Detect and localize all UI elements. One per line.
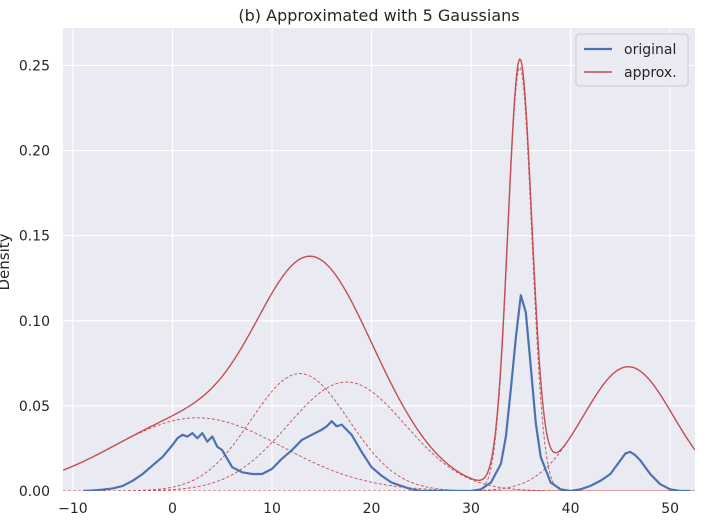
plot-area: [63, 57, 695, 491]
y-tick-label: 0.15: [19, 229, 50, 245]
component-curve: [63, 373, 695, 491]
legend: original approx.: [575, 33, 689, 87]
y-tick-label: 0.25: [19, 58, 50, 74]
x-axis: −10 0 10 20 30 40 50: [58, 501, 679, 517]
series-approx-line: [63, 57, 695, 481]
x-tick-label: 10: [263, 501, 281, 517]
x-tick-label: 50: [661, 501, 679, 517]
series-original-line: [82, 294, 691, 491]
legend-label-approx: approx.: [624, 65, 677, 81]
plot-background: [63, 28, 695, 491]
x-tick-label: 40: [562, 501, 580, 517]
y-tick-label: 0.00: [19, 484, 50, 500]
x-tick-label: 30: [462, 501, 480, 517]
x-tick-label: −10: [58, 501, 88, 517]
y-tick-label: 0.05: [19, 399, 50, 415]
legend-label-original: original: [624, 42, 676, 58]
y-axis-label: Density: [0, 233, 13, 290]
legend-box: [575, 33, 689, 87]
y-tick-label: 0.10: [19, 314, 50, 330]
chart-title: (b) Approximated with 5 Gaussians: [238, 6, 519, 25]
y-axis: 0.00 0.05 0.10 0.15 0.20 0.25: [19, 58, 50, 500]
x-tick-label: 20: [363, 501, 381, 517]
x-tick-label: 0: [168, 501, 177, 517]
component-curve: [63, 417, 695, 491]
y-tick-label: 0.20: [19, 144, 50, 160]
